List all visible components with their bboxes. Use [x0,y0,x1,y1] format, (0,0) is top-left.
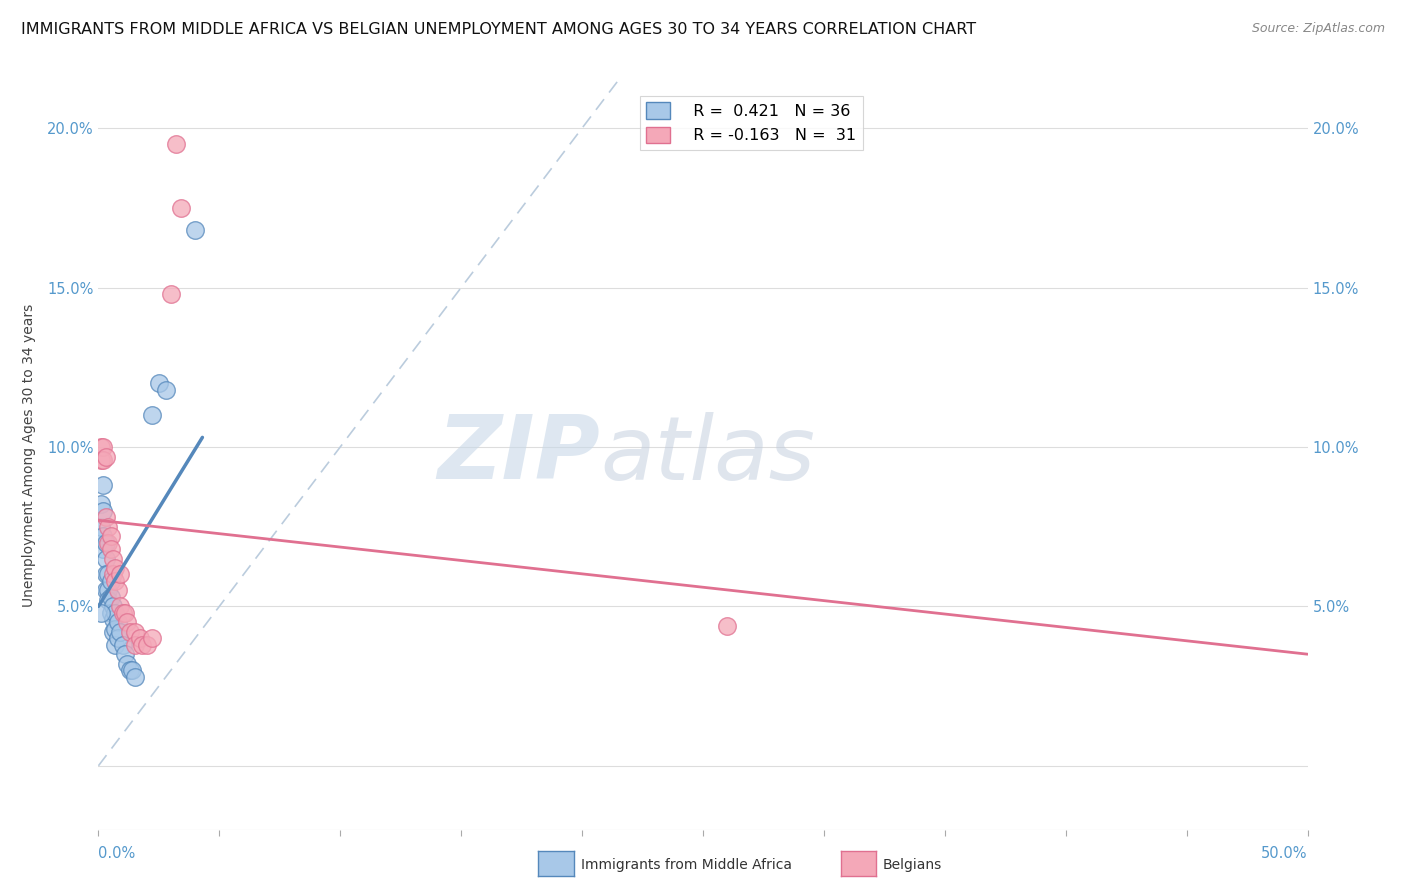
Point [117,657,139,671]
Point [100,606,122,620]
Point [94,450,117,464]
Point [101,624,124,639]
Point [90,606,112,620]
Text: IMMIGRANTS FROM MIDDLE AFRICA VS BELGIAN UNEMPLOYMENT AMONG AGES 30 TO 34 YEARS : IMMIGRANTS FROM MIDDLE AFRICA VS BELGIAN… [21,22,976,37]
Point [91,440,114,454]
Point [100,541,122,556]
Point [104,574,127,588]
Point [97,519,120,533]
Point [94,551,117,566]
Point [135,638,157,652]
Point [100,574,122,588]
Point [97,535,120,549]
Point [111,606,134,620]
Point [128,632,150,646]
Point [184,223,207,237]
Point [101,612,124,626]
Point [107,632,129,646]
Point [94,535,117,549]
Point [104,638,127,652]
Point [101,567,124,582]
Point [94,510,117,524]
Point [118,663,141,677]
Point [90,440,112,454]
Point [104,561,127,575]
Point [111,638,134,652]
Point [131,638,153,652]
Point [91,504,114,518]
Point [94,567,117,582]
Point [101,599,124,614]
Point [104,622,127,636]
Point [118,624,141,639]
Point [114,606,136,620]
Point [94,583,117,598]
Point [107,583,129,598]
Point [91,529,114,543]
Point [169,201,191,215]
Point [90,497,112,511]
Point [148,376,170,391]
Point [108,624,131,639]
Point [155,383,177,397]
Point [107,615,129,630]
Point [160,286,183,301]
Text: 50.0%: 50.0% [1261,846,1308,861]
Legend:   R =  0.421   N = 36,   R = -0.163   N =  31: R = 0.421 N = 36, R = -0.163 N = 31 [640,95,863,150]
Point [141,632,163,646]
Point [91,541,114,556]
Text: Belgians: Belgians [883,858,942,872]
Point [90,519,112,533]
Point [117,615,139,630]
Text: Immigrants from Middle Africa: Immigrants from Middle Africa [581,858,792,872]
Point [101,551,124,566]
Point [91,478,114,492]
Point [100,590,122,604]
Point [91,452,114,467]
Point [90,452,112,467]
Point [104,606,127,620]
Text: ZIP: ZIP [437,411,600,499]
Point [716,618,738,632]
Text: atlas: atlas [600,412,815,498]
Point [97,567,120,582]
Point [124,638,146,652]
Point [97,593,120,607]
Point [121,663,143,677]
Y-axis label: Unemployment Among Ages 30 to 34 years: Unemployment Among Ages 30 to 34 years [22,303,35,607]
Text: 0.0%: 0.0% [98,846,135,861]
Point [124,669,146,683]
Point [97,583,120,598]
Point [108,599,131,614]
Point [114,647,136,661]
Point [165,136,187,151]
Point [100,529,122,543]
Text: Source: ZipAtlas.com: Source: ZipAtlas.com [1251,22,1385,36]
Point [108,567,131,582]
Point [124,624,146,639]
Point [141,408,163,422]
